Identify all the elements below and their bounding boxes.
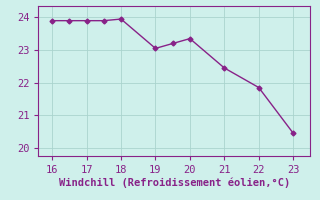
X-axis label: Windchill (Refroidissement éolien,°C): Windchill (Refroidissement éolien,°C) — [59, 178, 290, 188]
